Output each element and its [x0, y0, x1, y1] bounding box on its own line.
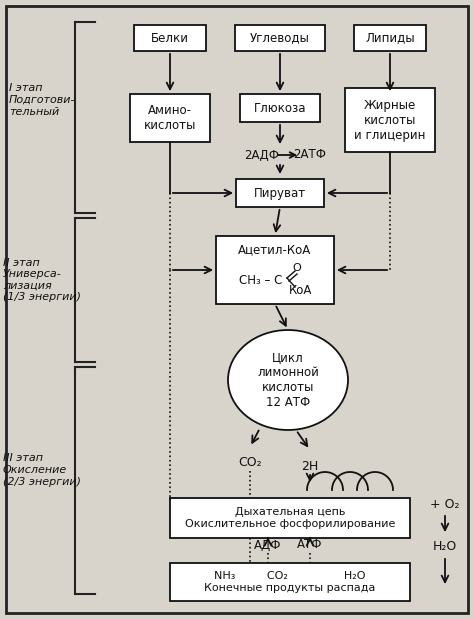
Text: Липиды: Липиды — [365, 32, 415, 45]
Text: Амино-
кислоты: Амино- кислоты — [144, 104, 196, 132]
Text: 2АТФ: 2АТФ — [293, 149, 327, 162]
Text: + O₂: + O₂ — [430, 498, 460, 511]
Text: III этап
Окисление
(2/3 энергии): III этап Окисление (2/3 энергии) — [3, 453, 81, 487]
Text: Ацетил-КоА: Ацетил-КоА — [238, 243, 311, 256]
Text: CH₃ – C: CH₃ – C — [239, 274, 283, 287]
Text: КоА: КоА — [289, 284, 313, 297]
Bar — [235, 25, 325, 51]
Bar — [345, 88, 435, 152]
Text: NH₃         CO₂                H₂O
Конечные продукты распада: NH₃ CO₂ H₂O Конечные продукты распада — [204, 571, 376, 593]
Text: CO₂: CO₂ — [238, 456, 262, 469]
Text: I этап
Подготови-
тельный: I этап Подготови- тельный — [9, 84, 75, 116]
Text: 2H: 2H — [301, 459, 319, 472]
Bar — [354, 25, 426, 51]
Text: Дыхательная цепь
Окислительное фосфорилирование: Дыхательная цепь Окислительное фосфорили… — [185, 507, 395, 529]
Text: Углеводы: Углеводы — [250, 32, 310, 45]
Bar — [170, 498, 410, 538]
Text: O: O — [292, 263, 301, 273]
Bar — [130, 94, 210, 142]
Text: Белки: Белки — [151, 32, 189, 45]
Bar — [170, 563, 410, 601]
Text: АТФ: АТФ — [297, 539, 323, 552]
Text: 2АДФ: 2АДФ — [245, 149, 280, 162]
Bar — [216, 236, 334, 304]
Text: Жирные
кислоты
и глицерин: Жирные кислоты и глицерин — [354, 98, 426, 142]
Text: Пируват: Пируват — [254, 186, 306, 199]
Bar — [240, 94, 320, 122]
Text: H₂O: H₂O — [433, 540, 457, 553]
Text: II этап
Универса-
лизация
(1/3 энергии): II этап Универса- лизация (1/3 энергии) — [3, 258, 81, 303]
Ellipse shape — [228, 330, 348, 430]
Bar — [134, 25, 206, 51]
Text: Цикл
лимонной
кислоты
12 АТФ: Цикл лимонной кислоты 12 АТФ — [257, 351, 319, 409]
Bar — [236, 179, 324, 207]
Text: Глюкоза: Глюкоза — [254, 102, 306, 115]
Text: АДФ: АДФ — [254, 539, 282, 552]
